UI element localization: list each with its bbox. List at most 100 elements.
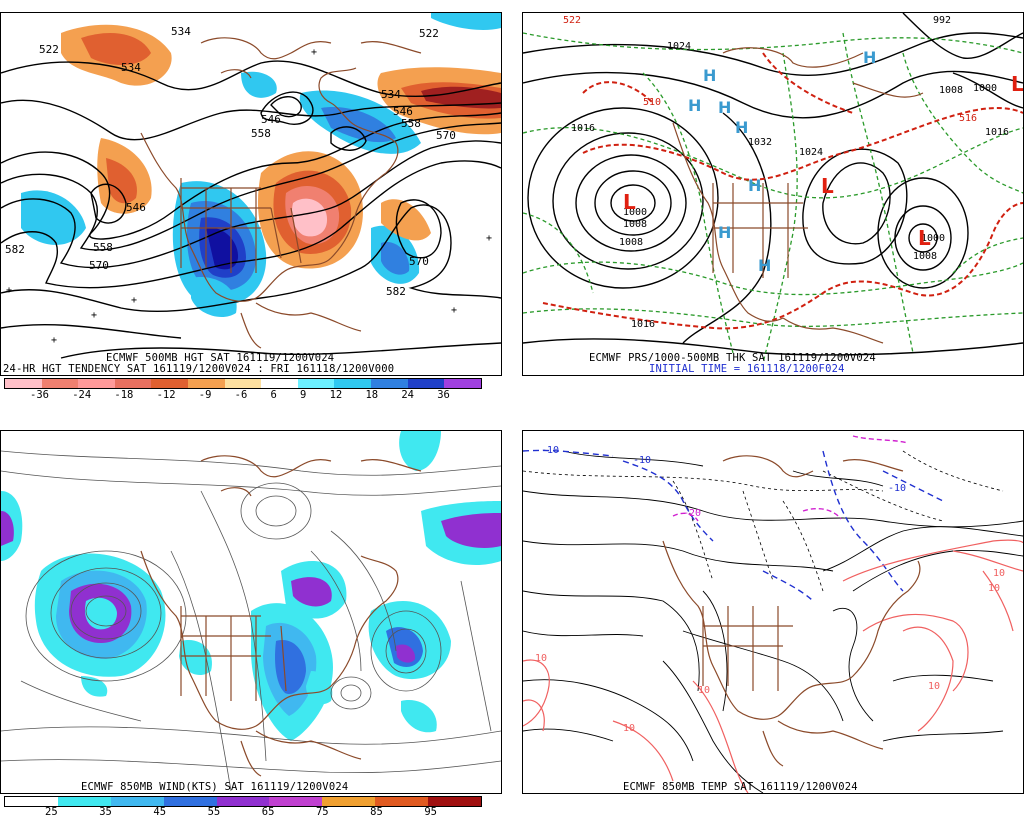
map-850mb-wind: [1, 431, 501, 792]
isotherm-label: -10: [888, 483, 906, 494]
isobar-label: 1032: [748, 137, 772, 148]
wind-speed-fills: [1, 431, 501, 741]
contour-label: 546: [393, 105, 413, 118]
scale-color-bin: [297, 379, 335, 388]
isotherms-black: [523, 450, 1023, 793]
svg-text:-: -: [166, 332, 172, 343]
map-surface-pressure: 1016 1024 1008 1000 1008 1016 1024 1032 …: [523, 13, 1023, 364]
low-pressure-marker: L: [1011, 72, 1023, 96]
scale-color-bin: [371, 379, 408, 388]
scale-color-bin: [114, 379, 152, 388]
isotherm-label: 10: [535, 653, 547, 664]
panel-caption: ECMWF 850MB TEMP SAT 161119/1200V024: [623, 781, 858, 793]
isobars: [523, 13, 1023, 356]
scale-color-bin: [444, 379, 481, 388]
panel-caption: ECMWF PRS/1000-500MB THK SAT 161119/1200…: [589, 352, 876, 364]
svg-text:+: +: [451, 305, 457, 316]
isobar-label: 1000: [921, 233, 945, 244]
scale-color-bin: [110, 797, 164, 806]
svg-text:+: +: [311, 47, 317, 58]
contour-label: 558: [251, 127, 271, 140]
scale-color-bin: [41, 379, 79, 388]
scale-color-bin: [261, 379, 298, 388]
svg-text:+: +: [6, 285, 12, 296]
coastlines: [140, 455, 422, 777]
scale-tick: -18: [114, 389, 134, 401]
high-pressure-marker: H: [735, 118, 748, 137]
scale-color-bin: [57, 797, 111, 806]
low-centers: L L L L: [623, 72, 1023, 250]
isotherms-blue: [523, 449, 944, 602]
scale-color-bin: [78, 379, 115, 388]
map-850mb-temp: -10 -10 -20 -10 10 10 10 10 10 10: [523, 435, 1023, 793]
scale-color-bin: [269, 797, 323, 806]
scale-tick: 85: [370, 806, 383, 818]
isotherm-label: -10: [541, 445, 559, 456]
map-500mb-height: 522 534 534 522 546 558 570 534 546 558 …: [1, 13, 501, 359]
scale-color-bin: [188, 379, 225, 388]
scale-tick: -6: [234, 389, 248, 401]
isotherms-red: [523, 539, 1023, 793]
scale-tick: -9: [198, 389, 212, 401]
scale-color-bin: [5, 379, 42, 388]
scale-color-bin: [322, 797, 376, 806]
coastlines: [672, 47, 924, 344]
scale-tick: 55: [207, 806, 221, 818]
scale-tick: 36: [437, 389, 450, 401]
isotherms-negative: [523, 450, 1004, 592]
isobar-label: 1000: [623, 207, 647, 218]
isobar-label: 1016: [571, 123, 595, 134]
scale-tick: 18: [365, 389, 379, 401]
high-pressure-marker: H: [718, 223, 731, 242]
thickness-label: 522: [563, 15, 581, 26]
high-pressure-marker: H: [718, 98, 731, 117]
svg-text:+: +: [91, 310, 97, 321]
panel-caption-tendency: 24-HR HGT TENDENCY SAT 161119/1200V024 :…: [3, 363, 395, 375]
isobar-label: 1008: [913, 251, 937, 262]
svg-text:+: +: [486, 233, 492, 244]
contour-label: 570: [89, 259, 109, 272]
low-pressure-marker: L: [821, 174, 834, 198]
contour-label: 534: [171, 25, 191, 38]
panel-850mb-temp: -10 -10 -20 -10 10 10 10 10 10 10 ECMWF …: [522, 430, 1024, 794]
high-centers: H H H H H H H H: [688, 48, 876, 275]
panel-caption: ECMWF 500MB HGT SAT 161119/1200V024: [106, 352, 335, 364]
isobar-label: 992: [933, 15, 951, 26]
high-pressure-marker: H: [748, 176, 761, 195]
scale-tick: 24: [401, 389, 414, 401]
scale-tick: 35: [99, 806, 112, 818]
contour-label: 522: [39, 43, 59, 56]
scale-tick: 45: [153, 806, 167, 818]
panel-caption: ECMWF 850MB WIND(KTS) SAT 161119/1200V02…: [81, 781, 349, 793]
scale-color-bin: [163, 797, 217, 806]
scale-color-bin: [216, 797, 270, 806]
scale-tick: -12: [156, 389, 176, 401]
scale-tick: 65: [261, 806, 275, 818]
contour-label: 534: [121, 61, 141, 74]
scale-tick: 95: [424, 806, 437, 818]
isobar-label: 1016: [631, 319, 655, 330]
plus-markers: + + + + + - + +: [6, 47, 492, 346]
scale-color-bin: [224, 379, 262, 388]
panel-500mb-height: 522 534 534 522 546 558 570 534 546 558 …: [0, 12, 502, 376]
isobar-label: 1016: [985, 127, 1009, 138]
scale-tick: 12: [329, 389, 343, 401]
scale-color-bin: [151, 379, 189, 388]
height-labels: 522 534 534 522 546 558 570 534 546 558 …: [5, 25, 456, 298]
contour-label: 582: [5, 243, 25, 256]
scale-color-bin: [5, 797, 58, 806]
contour-label: 546: [126, 201, 146, 214]
isobar-label: 1024: [799, 147, 823, 158]
isobar-label: 1008: [619, 237, 643, 248]
isobar-label: 1000: [973, 83, 997, 94]
isotherm-label: -20: [683, 508, 701, 519]
contour-label: 558: [401, 117, 421, 130]
thickness-lines-red: [542, 52, 1023, 330]
scale-tick: 25: [45, 806, 58, 818]
isobar-label: 1008: [623, 219, 647, 230]
contour-label: 570: [409, 255, 429, 268]
scale-tick: 75: [315, 806, 329, 818]
contour-label: 570: [436, 129, 456, 142]
panel-850mb-wind: ECMWF 850MB WIND(KTS) SAT 161119/1200V02…: [0, 430, 502, 794]
svg-text:+: +: [131, 295, 137, 306]
